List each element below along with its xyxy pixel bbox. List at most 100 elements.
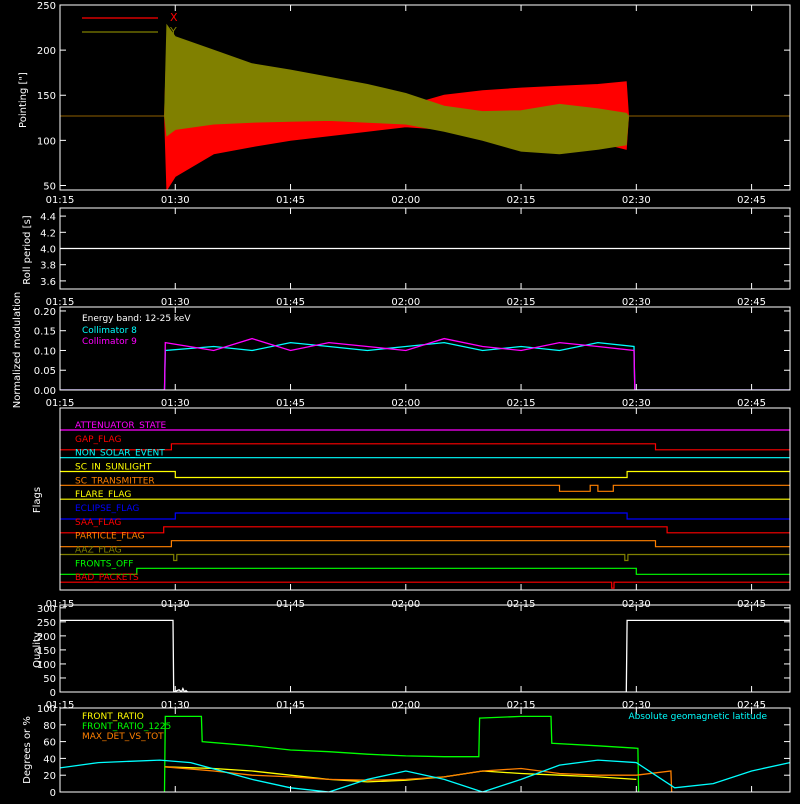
flag-label-0: ATTENUATOR_STATE [75,421,167,431]
modulation-xtick-label-3: 02:00 [391,398,420,409]
pointing-xtick-label-1: 01:30 [161,195,190,206]
flag-line-9 [60,553,790,562]
pointing-xtick-label-4: 02:15 [507,195,536,206]
pointing-ytick-label-4: 250 [37,1,56,12]
flag-label-9: AAZ_FLAG [75,546,122,556]
quality-plot [60,619,790,692]
modulation-ylabel: Normalized modulation [12,292,23,409]
modulation-panel: 01:15 01:30 01:45 02:00 02:15 02:30 02:450.000… [12,292,791,409]
flag-label-11: BAD_PACKETS [75,573,139,583]
flag-label-8: PARTICLE_FLAG [75,532,145,542]
flags-panel: ATTENUATOR_STATE GAP_FLAG NON_SOLAR_EVENT S… [32,407,791,610]
pointing-legend-label-1: Y [169,25,177,38]
flag-label-2: NON_SOLAR_EVENT [75,449,165,459]
quality-frame [59,604,791,693]
pointing-xtick-label-3: 02:00 [391,195,420,206]
ratios-series-0 [164,766,637,783]
flag-label-7: SAA_FLAG [75,518,121,528]
roll-xtick-label-5: 02:30 [622,297,651,308]
quality-ytick-label-4: 200 [37,632,56,643]
modulation-plot [60,337,790,390]
quality-panel: 01:15 01:30 01:45 02:00 02:15 02:30 02:45 0 50 10… [32,604,791,711]
pointing-plot [60,23,790,190]
pointing-xtick-label-2: 01:45 [276,195,305,206]
flag-line-1 [60,443,790,451]
flag-label-4: SC_TRANSMITTER [75,476,155,486]
quality-xtick-label-2: 01:45 [276,700,305,711]
roll-xtick-label-4: 02:15 [507,297,536,308]
modulation-legend-label-1: Collimator 9 [82,337,137,347]
roll-xtick-label-6: 02:45 [737,297,766,308]
flag-line-4 [60,484,790,492]
pointing-ytick-label-3: 200 [37,46,56,57]
pointing-ytick-label-1: 100 [37,136,56,147]
roll-ylabel: Roll period [s] [22,215,33,284]
roll-xtick-label-3: 02:00 [391,297,420,308]
quality-xtick-label-5: 02:30 [622,700,651,711]
modulation-xtick-label-4: 02:15 [507,398,536,409]
quality-xtick-label-3: 02:00 [391,700,420,711]
flag-label-5: FLARE_FLAG [75,490,131,500]
modulation-ytick-label-3: 0.15 [34,327,56,338]
quality-ylabel: Quality [32,632,43,668]
flags-ylabel: Flags [32,487,43,513]
roll-ytick-label-2: 4.0 [40,245,56,256]
flag-line-10 [60,567,790,575]
pointing-frame [59,4,791,191]
ratios-panel: 0 20 40 60 80 100 Degrees or % FRONT_RATIOFRONT… [22,704,791,799]
flag-label-3: SC_IN_SUNLIGHT [75,463,152,473]
quality-ytick-label-0: 0 [50,688,56,699]
ratios-annotation: Absolute geomagnetic latitude [628,712,767,722]
pointing-ylabel: Pointing ["] [18,72,29,128]
pointing-ytick-label-0: 50 [43,181,56,192]
roll-xtick-label-2: 01:45 [276,297,305,308]
ratios-series-1 [163,715,640,792]
modulation-xtick-label-0: 01:15 [46,398,75,409]
modulation-ytick-label-1: 0.05 [34,366,56,377]
flag-line-3 [60,470,790,479]
quality-xtick-label-6: 02:45 [737,700,766,711]
flags-frame [59,407,791,591]
quality-ytick-label-3: 150 [37,646,56,657]
roll-ytick-label-1: 3.8 [40,261,56,272]
quality-ytick-label-2: 100 [37,660,56,671]
ratios-frame [59,707,791,793]
flag-line-7 [60,526,790,534]
ratios-ytick-label-0: 0 [50,788,56,799]
quality-ytick-label-6: 300 [37,604,56,615]
roll-xtick-label-0: 01:15 [46,297,75,308]
flag-label-10: FRONTS_OFF [75,559,133,569]
ratios-ytick-label-3: 60 [43,738,56,749]
ratios-ytick-label-1: 20 [43,771,56,782]
pointing-xtick-label-6: 02:45 [737,195,766,206]
pointing-legend-label-0: X [170,11,178,24]
ratios-plot [60,715,790,792]
modulation-legend-label-0: Collimator 8 [82,326,137,336]
roll-ytick-label-0: 3.6 [40,277,56,288]
pointing-ytick-label-2: 150 [37,91,56,102]
modulation-frame [59,306,791,391]
flag-label-6: ECLIPSE_FLAG [75,504,139,514]
modulation-xtick-label-1: 01:30 [161,398,190,409]
modulation-ytick-label-4: 0.20 [34,307,56,318]
ratios-legend-label-0: FRONT_RATIO [82,712,144,722]
modulation-annotation: Energy band: 12-25 keV [82,314,191,324]
flags-plot [60,429,790,589]
modulation-ytick-label-2: 0.10 [34,346,56,357]
flag-line-11 [60,581,790,589]
flag-line-6 [60,512,790,520]
quality-xtick-label-0: 01:15 [46,700,75,711]
modulation-ytick-label-0: 0.00 [34,386,56,397]
ratios-legend-label-1: FRONT_RATIO_1225 [82,722,171,732]
pointing-xtick-label-5: 02:30 [622,195,651,206]
ratios-ytick-label-5: 100 [37,704,56,715]
modulation-xtick-label-6: 02:45 [737,398,766,409]
flag-line-8 [60,540,790,548]
flag-label-1: GAP_FLAG [75,435,121,445]
modulation-xtick-label-2: 01:45 [276,398,305,409]
ratios-series-3 [60,759,790,792]
ratios-ytick-label-4: 80 [43,721,56,732]
roll-xtick-label-1: 01:30 [161,297,190,308]
